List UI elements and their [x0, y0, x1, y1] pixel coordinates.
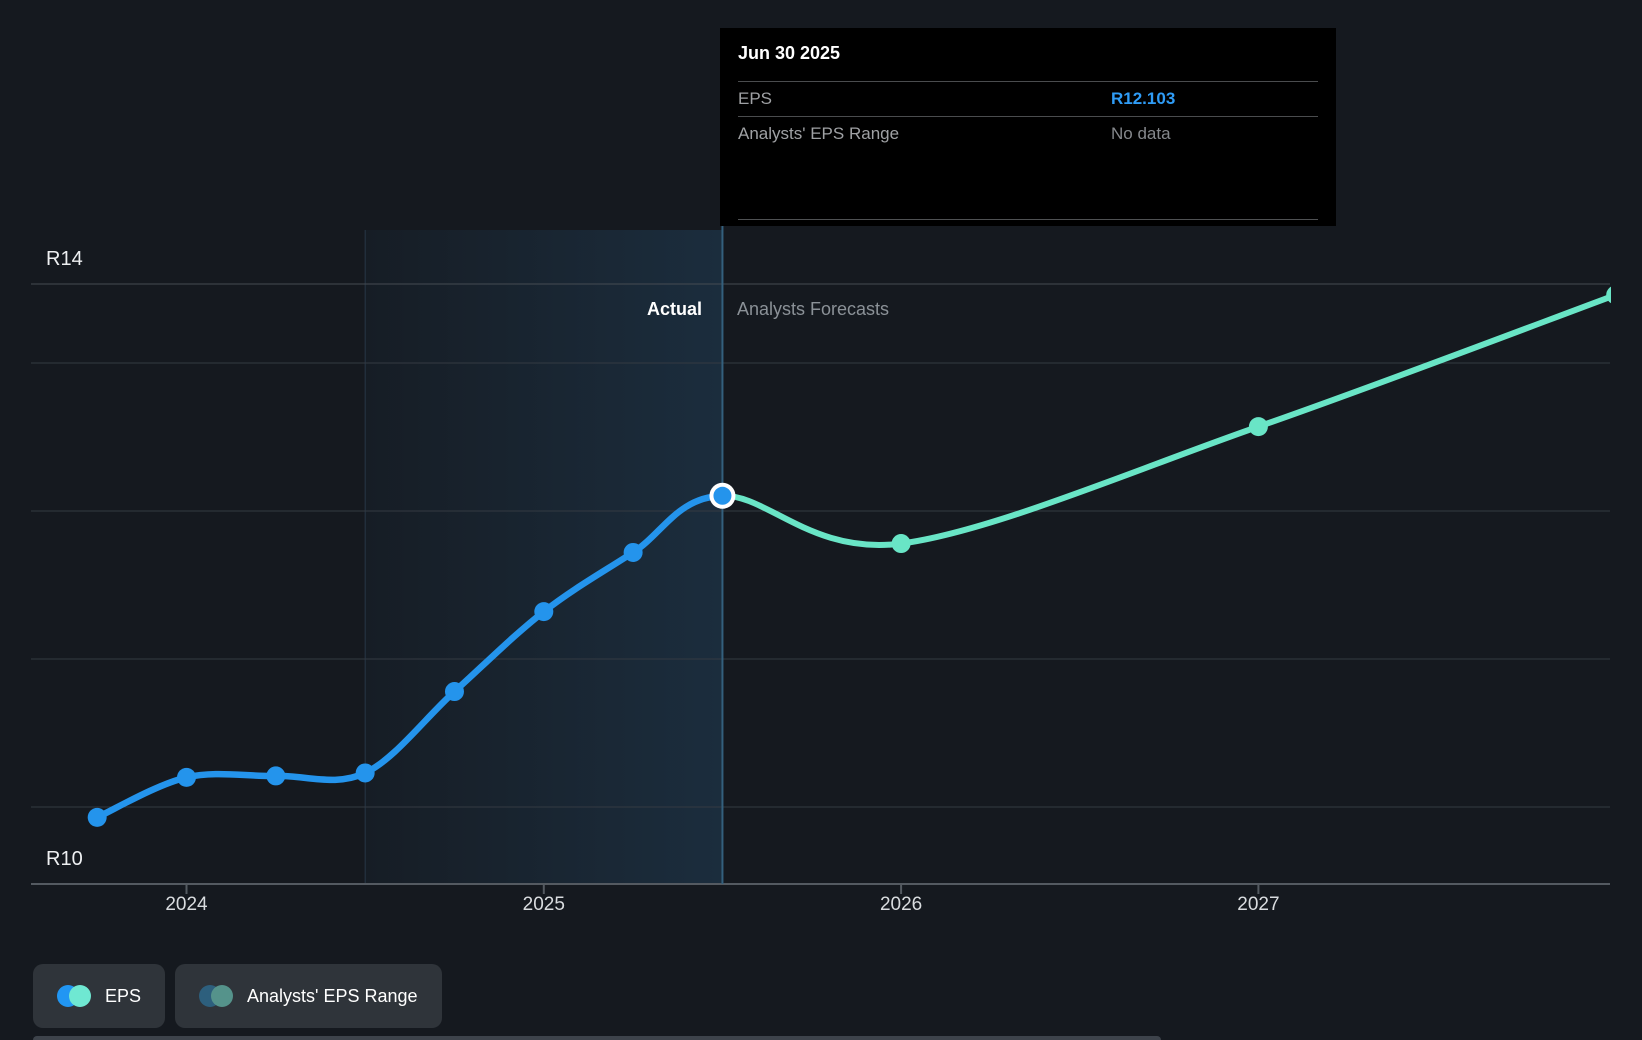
actual-point-4[interactable] — [444, 682, 464, 702]
selected-point[interactable] — [713, 486, 732, 505]
actual-point-2[interactable] — [266, 766, 286, 786]
forecast-line — [719, 293, 1611, 548]
actual-point-5[interactable] — [534, 602, 554, 622]
legend-item-analysts-eps-range[interactable]: Analysts' EPS Range — [175, 964, 442, 1028]
analysts-range-series-icon — [199, 985, 234, 1007]
forecast-section-label: Analysts Forecasts — [737, 299, 890, 319]
forecast-point-3[interactable] — [1606, 285, 1625, 304]
legend-range-label: Analysts' EPS Range — [247, 985, 418, 1006]
tooltip-eps-value: R12.103 — [1111, 89, 1176, 108]
legend-item-eps[interactable]: EPS — [33, 964, 166, 1028]
tooltip: Jun 30 2025 EPS R12.103 Analysts' EPS Ra… — [720, 28, 1336, 226]
actual-highlight-band — [365, 230, 723, 884]
actual-point-1[interactable] — [177, 767, 196, 787]
forecast-point-2[interactable] — [1248, 417, 1268, 437]
eps-series-icon — [57, 985, 91, 1007]
tooltip-bottom-rule — [738, 219, 1318, 220]
tooltip-row-range: Analysts' EPS Range No data — [738, 116, 1318, 151]
tooltip-date: Jun 30 2025 — [738, 43, 841, 63]
x-axis-label-2025: 2025 — [522, 894, 565, 915]
actual-point-6[interactable] — [623, 542, 643, 562]
tooltip-range-value: No data — [1111, 124, 1171, 143]
legend-eps-label: EPS — [105, 985, 142, 1006]
bottom-scrollbar[interactable] — [33, 1036, 1161, 1040]
tooltip-row-eps: EPS R12.103 — [738, 81, 1318, 116]
x-axis-label-2026: 2026 — [879, 894, 923, 915]
tooltip-eps-label: EPS — [738, 89, 773, 108]
x-axis-label-2027: 2027 — [1237, 894, 1280, 915]
forecast-point-1[interactable] — [891, 534, 911, 554]
actual-point-0[interactable] — [87, 807, 107, 827]
y-axis-label-min: R10 — [46, 848, 83, 870]
x-axis-label-2024: 2024 — [165, 894, 208, 915]
actual-section-label: Actual — [646, 299, 702, 319]
actual-point-3[interactable] — [355, 763, 375, 783]
tooltip-range-label: Analysts' EPS Range — [738, 124, 900, 143]
y-axis-label-max: R14 — [46, 248, 83, 270]
chart-legend: EPS Analysts' EPS Range — [33, 964, 442, 1028]
